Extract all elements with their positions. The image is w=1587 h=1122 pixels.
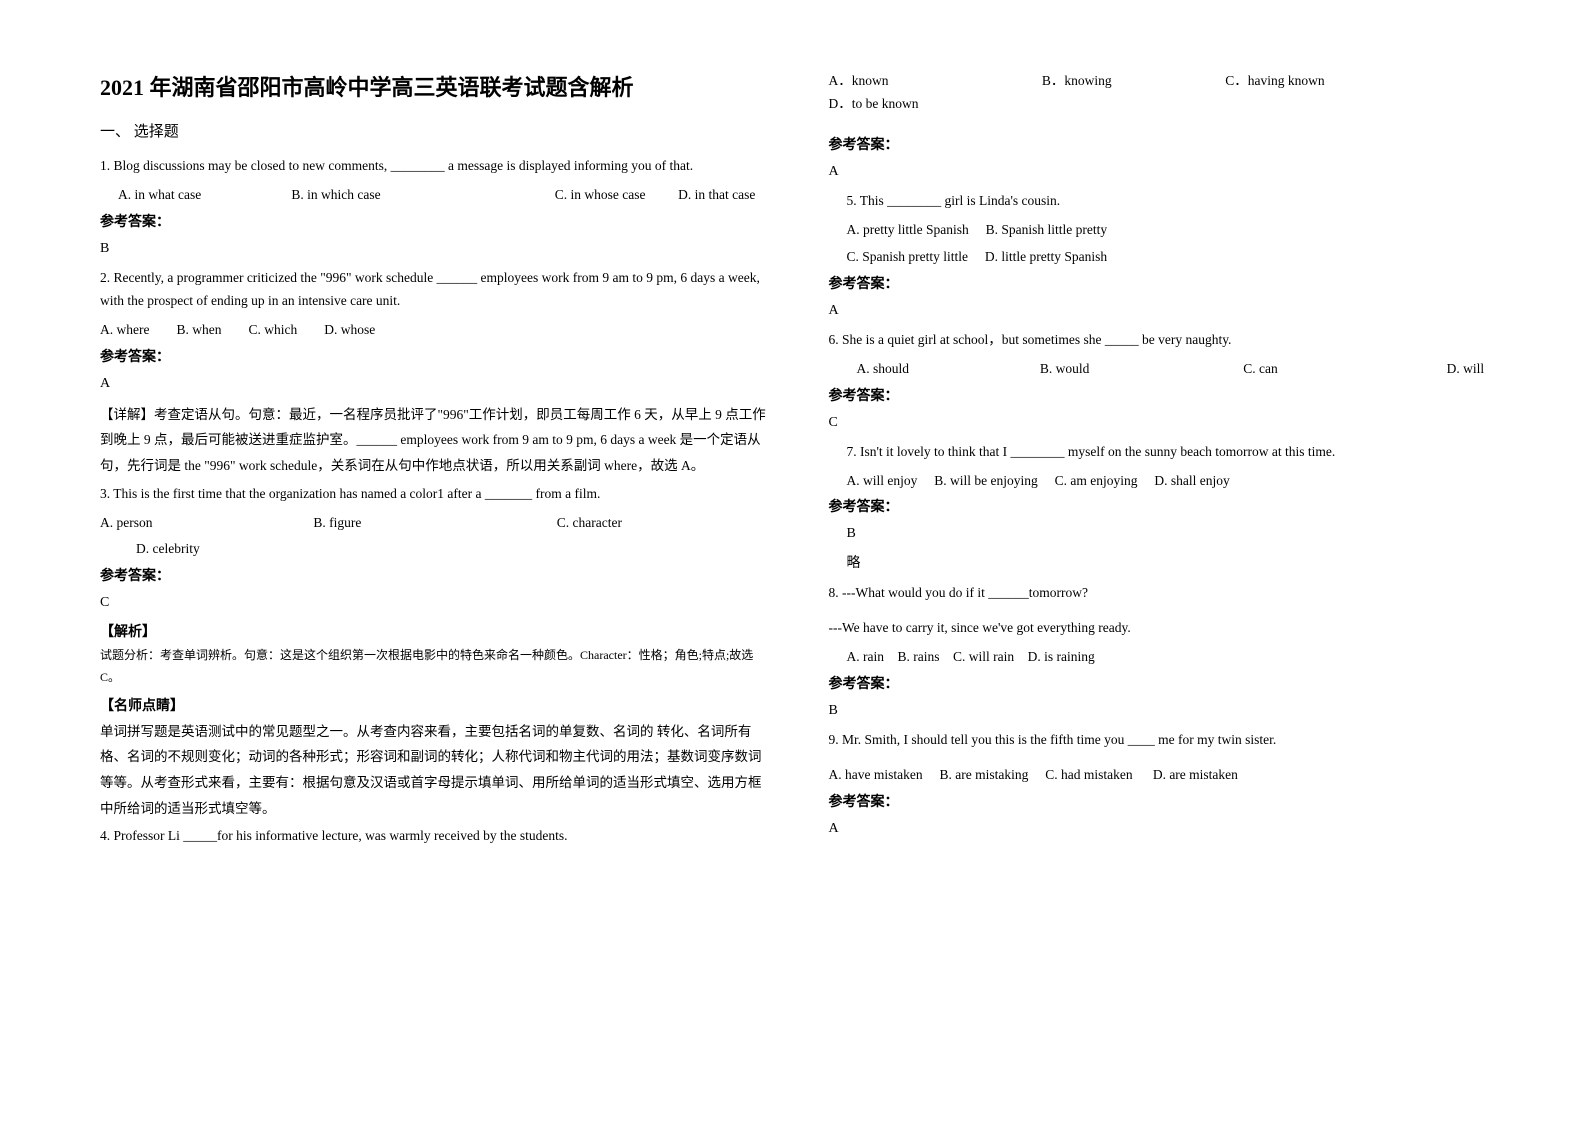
q9-options: A. have mistaken B. are mistaking C. had… [829,764,1498,787]
q3-opt-b: B. figure [313,512,553,535]
q2-text: 2. Recently, a programmer criticized the… [100,267,769,313]
q2-options: A. where B. when C. which D. whose [100,319,769,342]
q4-opt-d: D．to be known [829,93,919,116]
q6-opt-a: A. should [857,358,1037,381]
q1-opt-a: A. in what case [118,184,288,207]
q2-explanation: 【详解】考查定语从句。句意：最近，一名程序员批评了"996"工作计划，即员工每周… [100,402,769,479]
q1-text: 1. Blog discussions may be closed to new… [100,155,769,178]
q5-text: 5. This ________ girl is Linda's cousin. [829,190,1498,213]
q4-answer-label: 参考答案： [829,134,1498,154]
q5-options-1: A. pretty little Spanish B. Spanish litt… [829,219,1498,242]
q3-tips-heading: 【名师点睛】 [100,695,769,715]
q8-text-1: 8. ---What would you do if it ______tomo… [829,582,1498,605]
q3-opt-c: C. character [557,512,622,535]
q6-text: 6. She is a quiet girl at school，but som… [829,329,1498,352]
q6-answer: C [829,415,1498,431]
q6-answer-label: 参考答案： [829,385,1498,405]
q4-options: A．known B．knowing C．having known D．to be… [829,70,1498,116]
q3-answer: C [100,595,769,611]
q1-opt-d: D. in that case [678,184,755,207]
q6-options: A. should B. would C. can D. will [829,358,1498,381]
q7-answer: B [829,526,1498,542]
q9-answer: A [829,821,1498,837]
left-column: 2021 年湖南省邵阳市高岭中学高三英语联考试题含解析 一、 选择题 1. Bl… [100,70,769,854]
q4-opt-a: A．known [829,70,1039,93]
q2-answer-label: 参考答案： [100,346,769,366]
q5-options-2: C. Spanish pretty little D. little prett… [829,246,1498,269]
q3-answer-label: 参考答案： [100,565,769,585]
q6-opt-b: B. would [1040,358,1240,381]
right-column: A．known B．knowing C．having known D．to be… [829,70,1498,854]
q8-options: A. rain B. rains C. will rain D. is rain… [829,646,1498,669]
q3-analysis-text: 试题分析：考查单词辨析。句意：这是这个组织第一次根据电影中的特色来命名一种颜色。… [100,645,769,688]
q6-opt-d: D. will [1447,358,1485,381]
q9-text: 9. Mr. Smith, I should tell you this is … [829,729,1498,752]
section-heading-1: 一、 选择题 [100,120,769,141]
q3-opt-a: A. person [100,512,310,535]
q4-opt-b: B．knowing [1042,70,1222,93]
q4-text: 4. Professor Li _____for his informative… [100,825,769,848]
q3-opt-d: D. celebrity [100,538,200,561]
q1-opt-c: C. in whose case [555,184,675,207]
q8-answer: B [829,703,1498,719]
q3-text: 3. This is the first time that the organ… [100,483,769,506]
q1-answer: B [100,241,769,257]
q1-options: A. in what case B. in which case C. in w… [100,184,769,207]
q5-answer: A [829,303,1498,319]
q7-text: 7. Isn't it lovely to think that I _____… [829,441,1498,464]
q8-answer-label: 参考答案： [829,673,1498,693]
q3-tips-text: 单词拼写题是英语测试中的常见题型之一。从考查内容来看，主要包括名词的单复数、名词… [100,719,769,822]
q3-options-row1: A. person B. figure C. character [100,512,769,535]
q4-answer: A [829,164,1498,180]
q1-answer-label: 参考答案： [100,211,769,231]
q7-note: 略 [829,552,1498,572]
q3-options-row2: D. celebrity [100,538,769,561]
q6-opt-c: C. can [1243,358,1443,381]
q2-answer: A [100,376,769,392]
q1-opt-b: B. in which case [291,184,551,207]
q5-answer-label: 参考答案： [829,273,1498,293]
q8-text-2: ---We have to carry it, since we've got … [829,617,1498,640]
q7-options: A. will enjoy B. will be enjoying C. am … [829,470,1498,493]
page-container: 2021 年湖南省邵阳市高岭中学高三英语联考试题含解析 一、 选择题 1. Bl… [0,0,1587,894]
q7-answer-label: 参考答案： [829,496,1498,516]
q9-answer-label: 参考答案： [829,791,1498,811]
q4-opt-c: C．having known [1225,70,1405,93]
document-title: 2021 年湖南省邵阳市高岭中学高三英语联考试题含解析 [100,70,769,102]
q3-analysis-heading: 【解析】 [100,621,769,641]
